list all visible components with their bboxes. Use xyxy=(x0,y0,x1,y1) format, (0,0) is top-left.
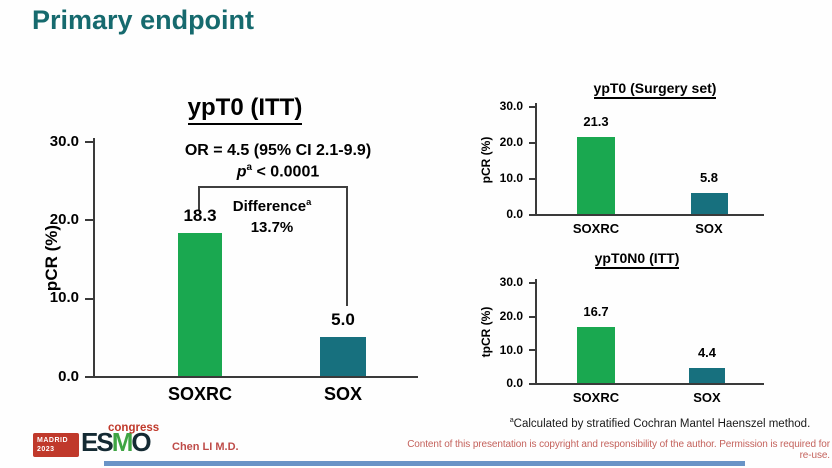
surgery-y-axis-line xyxy=(535,103,537,216)
tpcr-y-tick-mark xyxy=(529,282,535,284)
main-category-label: SOXRC xyxy=(167,384,232,404)
main-y-tick-label: 0.0 xyxy=(58,367,79,385)
surgery-y-tick-mark xyxy=(529,178,535,180)
esmo-letter: E xyxy=(81,427,98,457)
main-y-tick-mark xyxy=(85,219,93,222)
copyright-notice: Content of this presentation is copyrigh… xyxy=(407,439,830,461)
main-bar-value-label: 18.3 xyxy=(183,205,217,225)
logo-year: 2023 xyxy=(37,446,55,454)
surgery-x-axis-line xyxy=(535,214,764,216)
esmo-logo-text: ESMO xyxy=(81,427,152,458)
surgery-y-tick-label: 30.0 xyxy=(499,99,523,114)
tpcr-y-tick-mark xyxy=(529,383,535,385)
main-y-tick-mark xyxy=(85,297,93,300)
esmo-letter: O xyxy=(131,427,151,457)
footnote-superscript: a xyxy=(509,416,514,424)
surgery-y-tick-label: 20.0 xyxy=(499,135,523,150)
main-bar-sox xyxy=(320,336,366,376)
surgery-category-label: SOX xyxy=(695,221,723,236)
surgery-y-tick-label: 0.0 xyxy=(506,207,523,222)
surgery-y-tick-mark xyxy=(529,106,535,108)
main-chart-title: ypT0 (ITT) xyxy=(150,94,340,125)
bracket-horizontal-line xyxy=(198,186,348,188)
difference-value: 13.7% xyxy=(250,219,294,236)
tpcr-y-tick-label: 0.0 xyxy=(506,376,523,391)
tpcr-y-tick-label: 10.0 xyxy=(499,342,523,357)
tpcr-y-tick-label: 20.0 xyxy=(499,309,523,324)
presenter-credit: Chen LI M.D. xyxy=(172,441,239,453)
tpcr-bar-soxrc xyxy=(577,326,615,383)
tpcr-category-label: SOXRC xyxy=(572,390,620,405)
esmo-congress-logo: MADRID 2023 ESMO congress xyxy=(30,422,160,460)
main-y-tick-mark xyxy=(85,141,93,143)
main-category-label: SOX xyxy=(323,384,362,404)
main-x-axis-line xyxy=(93,376,418,378)
footnote: aCalculated by stratified Cochran Mantel… xyxy=(480,416,832,430)
main-y-axis-line xyxy=(93,138,95,378)
tpcr-bar-sox xyxy=(689,368,725,383)
odds-ratio-text: OR = 4.5 (95% CI 2.1-9.9) xyxy=(184,142,372,159)
bottom-accent-bar xyxy=(104,461,745,466)
main-y-tick-label: 10.0 xyxy=(49,289,79,307)
surgery-y-axis-title: pCR (%) xyxy=(479,136,493,184)
bracket-right-line xyxy=(346,186,348,306)
main-y-tick-mark xyxy=(85,376,93,378)
main-y-tick-label: 30.0 xyxy=(49,132,79,150)
surgery-chart-title: ypT0 (Surgery set) xyxy=(555,80,755,99)
surgery-bar-sox xyxy=(690,193,728,214)
bracket-left-line xyxy=(198,186,200,211)
esmo-letter: M xyxy=(111,427,134,457)
tpcr-bar-value-label: 16.7 xyxy=(583,303,609,319)
surgery-chart-title-text: ypT0 (Surgery set) xyxy=(593,80,717,99)
tpcr-category-label: SOX xyxy=(693,390,721,405)
difference-label: Differencea 13.7% xyxy=(202,192,342,238)
surgery-y-tick-mark xyxy=(529,142,535,144)
difference-superscript: a xyxy=(306,197,312,207)
surgery-bar-soxrc xyxy=(577,137,615,214)
footnote-text: Calculated by stratified Cochran Mantel … xyxy=(513,417,811,430)
difference-text: Difference xyxy=(232,198,307,215)
surgery-bar-value-label: 5.8 xyxy=(699,170,719,186)
tpcr-y-axis-line xyxy=(535,279,537,385)
logo-venue: MADRID xyxy=(37,437,68,444)
main-y-axis-title: pCR (%) xyxy=(42,224,61,292)
madrid-2023-badge: MADRID 2023 xyxy=(33,433,79,457)
p-symbol: p xyxy=(236,163,247,181)
surgery-category-label: SOXRC xyxy=(572,221,620,236)
main-bar-soxrc xyxy=(178,232,222,376)
main-bar-value-label: 5.0 xyxy=(331,309,355,329)
p-superscript: a xyxy=(246,162,253,173)
tpcr-y-axis-title: tpCR (%) xyxy=(479,306,493,358)
tpcr-y-tick-mark xyxy=(529,349,535,352)
surgery-y-tick-mark xyxy=(529,214,535,216)
main-chart-title-text: ypT0 (ITT) xyxy=(187,94,303,125)
p-value: < 0.0001 xyxy=(252,163,320,181)
p-value-text: pa < 0.0001 xyxy=(148,162,408,181)
tpcr-x-axis-line xyxy=(535,383,764,385)
tpcr-chart-title: ypT0N0 (ITT) xyxy=(537,250,737,269)
tpcr-bar-value-label: 4.4 xyxy=(697,345,717,361)
tpcr-chart-title-text: ypT0N0 (ITT) xyxy=(594,250,680,269)
main-y-tick-label: 20.0 xyxy=(49,211,79,229)
tpcr-y-tick-mark xyxy=(529,315,535,318)
surgery-y-tick-label: 10.0 xyxy=(499,171,523,186)
surgery-bar-value-label: 21.3 xyxy=(583,114,609,130)
congress-label: congress xyxy=(108,422,160,434)
slide-title: Primary endpoint xyxy=(32,5,255,35)
esmo-letter: S xyxy=(96,427,113,457)
tpcr-y-tick-label: 30.0 xyxy=(499,275,523,290)
